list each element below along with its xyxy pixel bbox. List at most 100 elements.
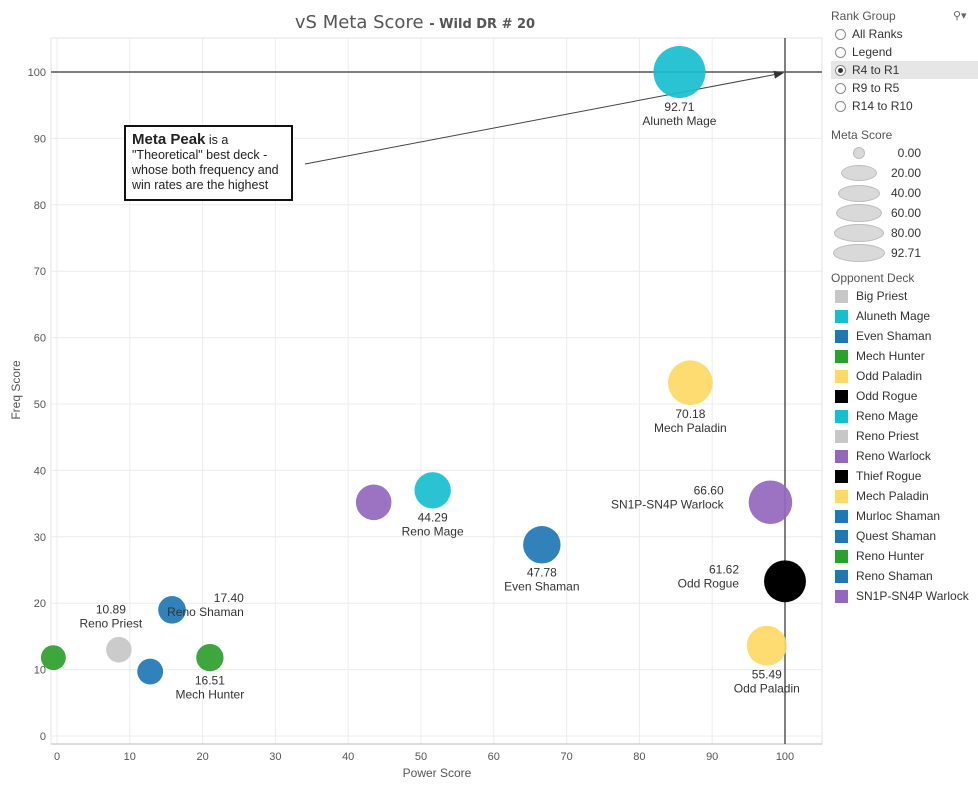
- annotation-text: is a "Theoretical" best deck - whose bot…: [132, 133, 279, 192]
- data-point: [158, 596, 186, 624]
- deck-legend-entry[interactable]: Mech Paladin: [831, 486, 978, 506]
- x-tick-label: 90: [706, 751, 718, 763]
- size-legend-shape: [834, 224, 884, 242]
- size-legend-shape: [836, 204, 882, 222]
- data-label: 16.51: [195, 673, 225, 687]
- y-tick-label: 60: [34, 333, 46, 345]
- data-point: [746, 625, 787, 666]
- size-legend-entry: 80.00: [831, 223, 978, 243]
- size-legend-label: 60.00: [891, 206, 922, 220]
- color-swatch: [835, 309, 848, 323]
- deck-legend-entry[interactable]: Odd Paladin: [831, 366, 978, 386]
- deck-legend-entry[interactable]: Reno Warlock: [831, 446, 978, 466]
- rank-option-label: Legend: [852, 45, 893, 59]
- deck-legend-label: Big Priest: [856, 289, 908, 303]
- color-swatch: [835, 569, 848, 583]
- data-point: [653, 46, 706, 98]
- data-label: 10.89: [96, 603, 126, 617]
- size-legend-entry: 60.00: [831, 203, 978, 223]
- size-legend-entry: 92.71: [831, 243, 978, 263]
- meta-peak-annotation: Meta Peak is a "Theoretical" best deck -…: [124, 125, 293, 201]
- size-legend-label: 40.00: [891, 186, 922, 200]
- y-tick-label: 10: [34, 665, 46, 677]
- radio-button-icon[interactable]: [835, 64, 846, 76]
- radio-button-icon[interactable]: [835, 28, 846, 40]
- deck-legend-label: Odd Paladin: [856, 369, 923, 383]
- radio-button-icon[interactable]: [835, 46, 846, 58]
- color-swatch: [835, 549, 848, 563]
- deck-legend-label: Murloc Shaman: [856, 509, 941, 523]
- y-tick-label: 80: [34, 200, 46, 212]
- rank-option-label: All Ranks: [852, 27, 903, 41]
- deck-legend-entry[interactable]: Reno Shaman: [831, 566, 978, 586]
- color-swatch: [835, 429, 848, 443]
- data-point: [196, 643, 224, 672]
- x-tick-label: 100: [776, 751, 794, 763]
- color-swatch: [835, 369, 848, 383]
- annotation-bold: Meta Peak: [132, 131, 206, 148]
- deck-legend-entry[interactable]: Murloc Shaman: [831, 506, 978, 526]
- rank-option[interactable]: R9 to R5: [831, 79, 978, 97]
- deck-legend-entry[interactable]: Quest Shaman: [831, 526, 978, 546]
- x-tick-label: 10: [124, 751, 136, 763]
- data-point: [764, 560, 806, 603]
- deck-legend-entry[interactable]: Big Priest: [831, 286, 978, 306]
- deck-legend-label: Reno Shaman: [856, 569, 933, 583]
- data-name-label: Odd Paladin: [734, 682, 800, 696]
- size-legend-label: 92.71: [891, 246, 922, 260]
- deck-legend-entry[interactable]: Aluneth Mage: [831, 306, 978, 326]
- x-tick-label: 40: [342, 751, 354, 763]
- size-legend-shape: [833, 244, 885, 262]
- deck-legend-label: Even Shaman: [856, 329, 932, 343]
- rank-option[interactable]: R4 to R1: [831, 61, 978, 79]
- deck-legend-entry[interactable]: Thief Rogue: [831, 466, 978, 486]
- data-point: [523, 526, 561, 564]
- deck-legend-entry[interactable]: Reno Mage: [831, 406, 978, 426]
- rank-option[interactable]: Legend: [831, 43, 978, 61]
- rank-group-title: Rank Group: [831, 9, 896, 23]
- x-axis-title: Power Score: [403, 766, 472, 780]
- deck-legend-entry[interactable]: SN1P-SN4P Warlock: [831, 586, 978, 606]
- data-point: [414, 472, 451, 509]
- data-label: 44.29: [418, 510, 448, 524]
- deck-legend-entry[interactable]: Mech Hunter: [831, 346, 978, 366]
- data-point: [355, 484, 392, 521]
- data-name-label: Even Shaman: [504, 579, 579, 593]
- deck-legend-entry[interactable]: Reno Hunter: [831, 546, 978, 566]
- radio-button-icon[interactable]: [835, 82, 846, 94]
- deck-legend-label: Odd Rogue: [856, 389, 918, 403]
- radio-button-icon[interactable]: [835, 100, 846, 112]
- deck-legend-entry[interactable]: Odd Rogue: [831, 386, 978, 406]
- x-tick-label: 0: [54, 751, 60, 763]
- deck-legend-entry[interactable]: Reno Priest: [831, 426, 978, 446]
- rank-option-label: R9 to R5: [852, 81, 900, 95]
- annotation-arrow: [304, 70, 784, 165]
- data-label: 61.62: [709, 562, 739, 576]
- data-name-label: Aluneth Mage: [642, 114, 716, 128]
- data-point: [137, 658, 164, 685]
- opponent-deck-title: Opponent Deck: [831, 271, 915, 285]
- x-tick-label: 50: [415, 751, 427, 763]
- deck-legend-label: Reno Priest: [856, 429, 919, 443]
- color-swatch: [835, 589, 848, 603]
- color-swatch: [835, 469, 848, 483]
- data-name-label: Mech Hunter: [176, 687, 245, 701]
- magnifier-icon[interactable]: ⚲▾: [953, 10, 967, 22]
- color-swatch: [835, 409, 848, 423]
- color-swatch: [835, 329, 848, 343]
- color-swatch: [835, 289, 848, 303]
- rank-option[interactable]: All Ranks: [831, 25, 978, 43]
- color-swatch: [835, 349, 848, 363]
- deck-legend-entry[interactable]: Even Shaman: [831, 326, 978, 346]
- size-legend-label: 80.00: [891, 226, 922, 240]
- meta-score-title: Meta Score: [831, 128, 893, 142]
- size-legend-entry: 20.00: [831, 163, 978, 183]
- data-name-label: Reno Mage: [402, 524, 464, 538]
- deck-legend-label: Quest Shaman: [856, 529, 937, 543]
- deck-legend-label: Mech Paladin: [856, 489, 929, 503]
- rank-option[interactable]: R14 to R10: [831, 97, 978, 115]
- color-swatch: [835, 509, 848, 523]
- points: [40, 46, 806, 685]
- data-label: 17.40: [214, 591, 244, 605]
- data-label: 66.60: [694, 483, 724, 497]
